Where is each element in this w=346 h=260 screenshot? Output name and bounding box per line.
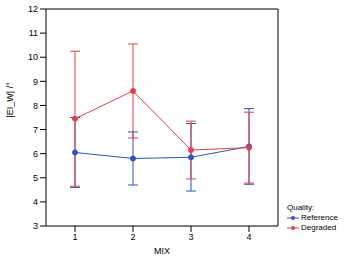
html-text:Degraded: Degraded bbox=[301, 223, 337, 232]
svg-text:|EI_W| /°: |EI_W| /° bbox=[8, 82, 15, 118]
svg-text:4: 4 bbox=[246, 232, 251, 242]
html-text:Reference: Reference bbox=[301, 213, 338, 222]
svg-text:4: 4 bbox=[33, 197, 38, 207]
svg-text:12: 12 bbox=[28, 4, 38, 14]
html-text:Quality:: Quality: bbox=[287, 203, 315, 212]
svg-text:10: 10 bbox=[28, 52, 38, 62]
svg-text:8: 8 bbox=[33, 101, 38, 111]
svg-text:3: 3 bbox=[188, 232, 193, 242]
svg-text:11: 11 bbox=[29, 28, 38, 38]
svg-text:6: 6 bbox=[33, 149, 38, 159]
svg-text:7: 7 bbox=[33, 125, 38, 135]
svg-text:9: 9 bbox=[33, 77, 38, 87]
svg-text:MIX: MIX bbox=[154, 246, 170, 256]
svg-text:1: 1 bbox=[72, 232, 77, 242]
svg-text:5: 5 bbox=[33, 173, 38, 183]
svg-text:2: 2 bbox=[130, 232, 135, 242]
svg-text:3: 3 bbox=[33, 221, 38, 231]
